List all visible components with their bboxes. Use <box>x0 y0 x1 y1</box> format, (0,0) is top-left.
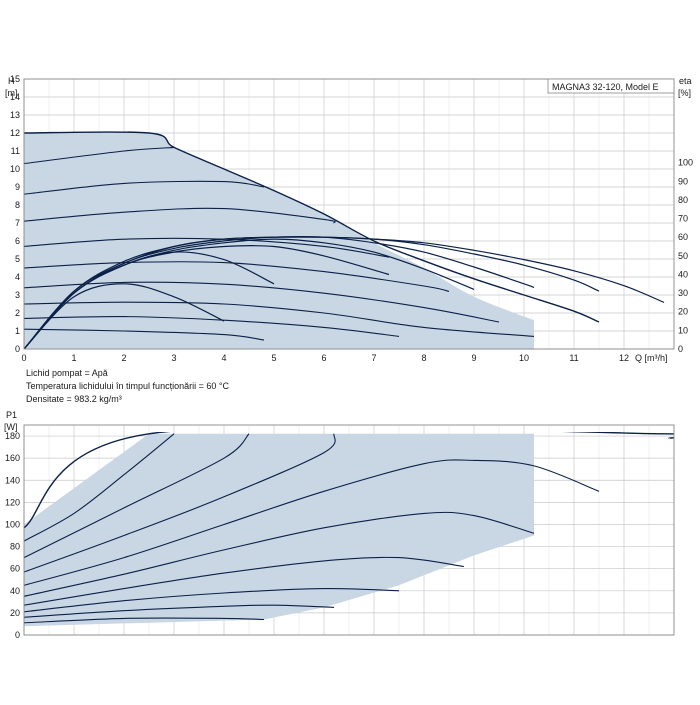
x-tick-label: 1 <box>71 353 76 363</box>
operating-area <box>24 131 534 349</box>
y-tick-label: 120 <box>5 497 20 507</box>
y-tick-label: 140 <box>5 475 20 485</box>
head-efficiency-chart: 0 1 2 3 4 5 6 7 8 9 10 11 12012345678910111213141501… <box>10 74 693 363</box>
x-tick-label: 7 <box>371 353 376 363</box>
y-tick-label: 3 <box>15 290 20 300</box>
y2-tick-label: 50 <box>678 251 688 261</box>
y-tick-label: 9 <box>15 182 20 192</box>
y2-tick-label: 10 <box>678 325 688 335</box>
y-tick-label: 180 <box>5 431 20 441</box>
x-tick-label: 10 <box>519 353 529 363</box>
power-curve <box>24 433 336 573</box>
head-curve <box>24 180 265 195</box>
y-tick-label: 10 <box>10 164 20 174</box>
y-tick-label: 14 <box>10 92 20 102</box>
head-curve <box>24 301 535 337</box>
y-tick-label: 12 <box>10 128 20 138</box>
x-tick-label: 9 <box>471 353 476 363</box>
y-tick-label: 0 <box>15 344 20 354</box>
y-tick-label: 20 <box>10 608 20 618</box>
y-axis-label-p1: P1 <box>6 410 17 420</box>
x-tick-label: 4 <box>221 353 226 363</box>
y2-tick-label: 30 <box>678 288 688 298</box>
y2-tick-label: 70 <box>678 214 688 224</box>
head-curve <box>24 328 265 341</box>
y-tick-label: 5 <box>15 254 20 264</box>
y-tick-label: 11 <box>11 146 20 156</box>
x-tick-label: 6 <box>321 353 326 363</box>
power-curve <box>24 433 175 542</box>
y-tick-label: 1 <box>15 326 20 336</box>
y-tick-label: 160 <box>5 453 20 463</box>
y2-tick-label: 60 <box>678 232 688 242</box>
y-tick-label: 15 <box>10 74 20 84</box>
x-tick-label: 8 <box>421 353 426 363</box>
x-tick-label: 11 <box>569 353 578 363</box>
y-tick-label: 80 <box>10 542 20 552</box>
x-axis-label-q: Q [m³/h] <box>635 353 668 363</box>
power-curve <box>24 459 600 586</box>
y2-axis-unit-eta: [%] <box>678 88 691 98</box>
info-fluid: Lichid pompat = Apă <box>26 368 108 378</box>
y2-tick-label: 80 <box>678 195 688 205</box>
y2-tick-label: 90 <box>678 176 688 186</box>
head-curve <box>24 281 500 323</box>
x-tick-label: 3 <box>171 353 176 363</box>
y2-tick-label: 0 <box>678 344 683 354</box>
power-curve <box>24 588 400 613</box>
y-tick-label: 6 <box>15 236 20 246</box>
y-tick-label: 2 <box>15 308 20 318</box>
y-tick-label: 0 <box>15 630 20 640</box>
info-temperature: Temperatura lichidului în timpul funcțio… <box>26 381 229 391</box>
y-axis-unit-p1: [W] <box>4 422 18 432</box>
operating-area <box>24 433 534 627</box>
head-curve <box>24 207 336 224</box>
y-axis-label-h: H <box>8 76 15 86</box>
y2-axis-label-eta: eta <box>679 76 692 86</box>
x-tick-label: 2 <box>121 353 126 363</box>
efficiency-curve <box>24 283 225 349</box>
x-tick-label: 5 <box>271 353 276 363</box>
head-curve <box>24 316 400 337</box>
head-curve <box>24 261 450 292</box>
top-plot-frame <box>23 78 675 350</box>
y-tick-label: 13 <box>10 110 20 120</box>
y-tick-label: 4 <box>15 272 20 282</box>
power-curve <box>24 617 265 624</box>
bottom-plot-frame <box>23 424 675 636</box>
y-axis-unit-h: [m] <box>5 88 18 98</box>
max-head-curve <box>24 131 600 323</box>
y-tick-label: 7 <box>15 218 20 228</box>
x-tick-label: 0 <box>21 353 26 363</box>
max-power-curve <box>24 432 674 529</box>
y2-tick-label: 40 <box>678 269 688 279</box>
title-box <box>547 78 675 94</box>
power-curve <box>24 556 465 606</box>
y-tick-label: 40 <box>10 586 20 596</box>
y2-tick-label: 20 <box>678 307 688 317</box>
chart-title: MAGNA3 32-120, Model E <box>552 82 659 92</box>
x-tick-label: 12 <box>619 353 629 363</box>
head-curve <box>24 146 175 165</box>
y2-tick-label: 100 <box>678 158 693 168</box>
power-chart: 0 20 40 60 80 100 120 140 160 180 <box>5 424 675 640</box>
y-tick-label: 60 <box>10 564 20 574</box>
y-tick-label: 8 <box>15 200 20 210</box>
efficiency-curve <box>24 236 665 349</box>
info-density: Densitate = 983.2 kg/m³ <box>26 394 122 404</box>
power-curve <box>24 433 250 559</box>
power-curve <box>24 511 535 597</box>
power-curve <box>24 604 335 618</box>
y-tick-label: 100 <box>5 519 20 529</box>
